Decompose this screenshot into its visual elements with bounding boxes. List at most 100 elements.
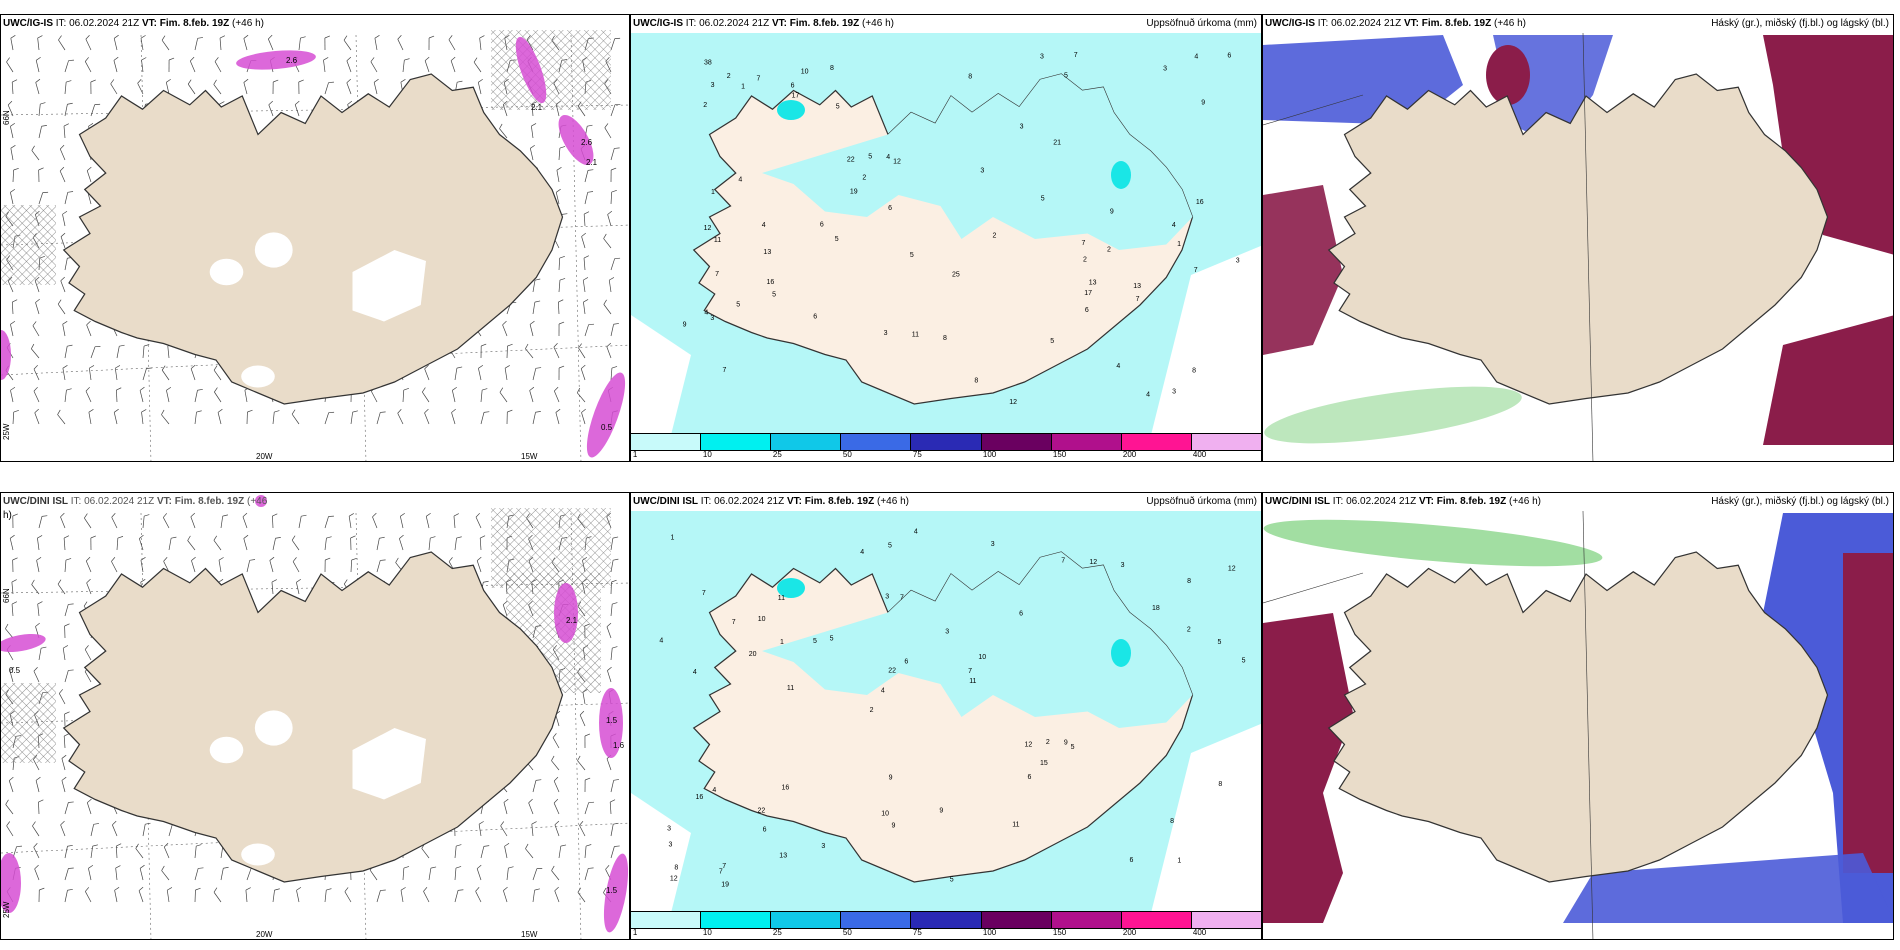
- wind-barb-flag: [430, 536, 436, 539]
- wind-barb-shaft: [217, 412, 222, 425]
- wind-barb-flag: [605, 865, 610, 870]
- precip-value-label: 3: [821, 843, 825, 850]
- wind-barb-flag: [475, 512, 480, 518]
- wind-barb: [424, 56, 430, 73]
- wind-barb-shaft: [213, 369, 222, 381]
- wind-barb-flag: [422, 387, 426, 393]
- precip-value-label: 2: [992, 233, 996, 240]
- wind-barb-flag: [403, 866, 410, 869]
- wind-barb: [298, 36, 306, 51]
- glacier-myrdalsjokull: [241, 365, 275, 388]
- mid-cloud-area: [1263, 35, 1463, 125]
- wind-barb: [553, 776, 560, 793]
- wind-barb-flag: [68, 801, 74, 803]
- wind-barb: [582, 277, 589, 293]
- wind-barb-shaft: [141, 412, 144, 425]
- wind-barb-flag: [7, 100, 13, 106]
- icing-hatched-area: [1, 683, 56, 763]
- wind-barb-shaft: [64, 104, 68, 117]
- precip-value-label: 3: [1236, 258, 1240, 265]
- precip-value-label: 5: [888, 542, 892, 549]
- wind-barb: [348, 513, 354, 529]
- longitude-gridline: [140, 512, 152, 939]
- wind-barb-shaft: [85, 891, 92, 903]
- wind-barb: [610, 845, 620, 859]
- panel-header: UWC/IG-IS IT: 06.02.2024 21Z VT: Fim. 8.…: [1265, 18, 1889, 29]
- precip-value-label: 4: [712, 787, 716, 794]
- precip-value-label: 10: [758, 616, 766, 623]
- wind-barb-shaft: [163, 561, 170, 573]
- wind-barb-shaft: [606, 758, 612, 771]
- wind-barb-shaft: [371, 391, 378, 403]
- wind-barb-shaft: [583, 258, 586, 271]
- wind-barb: [606, 622, 612, 639]
- wind-barb: [12, 167, 19, 183]
- precip-value-label: 13: [763, 249, 771, 256]
- wind-barb-shaft: [88, 412, 92, 425]
- precip-value-label: 6: [1027, 774, 1031, 781]
- wind-barb-flag: [500, 821, 505, 827]
- wind-barb-shaft: [189, 60, 196, 73]
- precip-field-cyan: [1111, 639, 1131, 667]
- precip-value-label: 4: [860, 549, 864, 556]
- iceland-coastline: [1327, 73, 1829, 405]
- icing-value-label: 2.1: [531, 103, 543, 112]
- wind-barb-flag: [16, 845, 22, 847]
- precip-map-svg: 1482673345367105755122410221171668955206…: [631, 511, 1261, 913]
- wind-barb-shaft: [610, 258, 616, 271]
- wind-barb-shaft: [399, 516, 404, 529]
- wind-barb-flag: [10, 145, 16, 149]
- wind-barb-shaft: [532, 412, 536, 425]
- wind-barb: [38, 167, 44, 183]
- wind-barb-flag: [64, 711, 70, 715]
- wind-barb-flag: [36, 556, 42, 561]
- wind-barb-flag: [504, 842, 510, 847]
- precip-value-label: 3: [945, 628, 949, 635]
- wind-barb: [454, 366, 463, 381]
- wind-barb-flag: [274, 888, 280, 891]
- precip-value-label: 3: [885, 593, 889, 600]
- wind-barb-shaft: [59, 148, 66, 161]
- wind-barb-flag: [10, 35, 16, 39]
- panel-header: UWC/DINI ISL IT: 06.02.2024 21Z VT: Fim.…: [633, 496, 1257, 507]
- wind-barb-flag: [67, 191, 74, 193]
- precip-value-label: 4: [1116, 363, 1120, 370]
- wind-barb: [243, 78, 249, 95]
- wind-barb-flag: [247, 409, 253, 413]
- icing-contour-area: [1, 853, 21, 913]
- icing-contour-area: [603, 853, 629, 933]
- wind-barb: [424, 364, 430, 381]
- wind-barb-flag: [35, 78, 41, 83]
- wind-barb-flag: [65, 558, 72, 561]
- wind-barb: [163, 842, 170, 859]
- precip-value-label: 22: [757, 807, 765, 814]
- wind-barb-flag: [145, 822, 151, 825]
- icing-value-label: 1.6: [613, 741, 625, 750]
- wind-barb: [114, 365, 121, 381]
- wind-barb: [187, 79, 196, 95]
- icing-contour-area: [554, 583, 578, 643]
- precip-value-label: 3: [991, 541, 995, 548]
- wind-barb: [218, 557, 224, 573]
- wind-barb: [480, 845, 490, 859]
- wind-barb-shaft: [37, 604, 40, 617]
- wind-barb: [219, 35, 226, 51]
- wind-barb-flag: [62, 321, 68, 325]
- wind-barb: [37, 535, 43, 551]
- wind-barb-shaft: [7, 104, 14, 117]
- wind-barb-flag: [380, 559, 386, 561]
- wind-barb: [64, 388, 72, 403]
- wind-barb-shaft: [610, 38, 616, 51]
- wind-barb: [499, 123, 508, 139]
- wind-barb: [584, 777, 591, 793]
- wind-barb-shaft: [529, 390, 534, 403]
- wind-barb-flag: [346, 78, 352, 84]
- wind-barb-shaft: [298, 38, 301, 51]
- wind-barb-flag: [35, 622, 40, 627]
- wind-barb-shaft: [558, 258, 561, 271]
- wind-barb-shaft: [243, 82, 248, 95]
- wind-barb: [428, 866, 437, 881]
- wind-barb: [558, 321, 565, 337]
- precip-value-label: 1: [1177, 857, 1181, 864]
- precip-value-label: 10: [801, 69, 809, 76]
